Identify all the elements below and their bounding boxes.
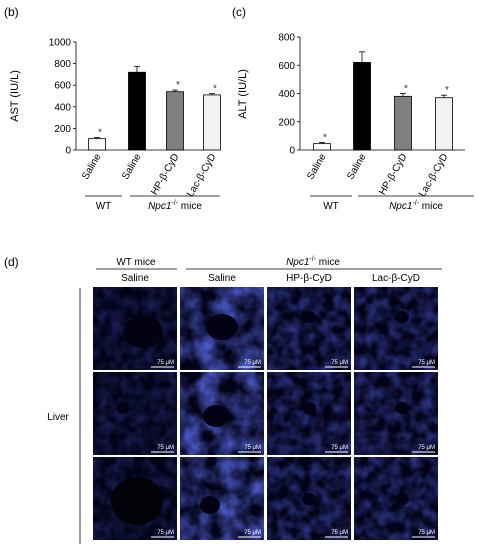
- y-tick-label: 400: [278, 89, 295, 100]
- column-label: Saline: [121, 273, 149, 284]
- y-tick-label: 600: [54, 81, 71, 92]
- micrograph-lumen: [123, 316, 163, 348]
- chart-alt: 0 200 400 600 800 ALT (IU/L) * Saline Saline * HP-…: [237, 33, 474, 212]
- group-label-npc1: Npc1-/- mice: [148, 200, 202, 212]
- micrograph-stain: [267, 287, 351, 370]
- micrograph-lumen: [302, 402, 316, 414]
- scale-bar-label: 75 μM: [418, 360, 435, 366]
- y-tick-label: 200: [278, 117, 295, 128]
- y-axis-label: AST (IU/L): [9, 70, 21, 122]
- scale-bar-label: 75 μM: [418, 445, 435, 451]
- category-label: Lac-β-CyD: [417, 152, 451, 199]
- scale-bar-label: 75 μM: [244, 445, 261, 451]
- category-label: Saline: [345, 152, 369, 182]
- micrograph-lumen: [203, 405, 229, 427]
- scale-bar-label: 75 μM: [331, 445, 348, 451]
- y-tick-label: 800: [54, 59, 71, 70]
- y-tick-label: 1000: [49, 38, 72, 49]
- micrograph-lumen: [395, 402, 409, 414]
- panel-label-d: (d): [4, 255, 19, 269]
- panel-label-b: (b): [4, 5, 19, 19]
- bar: [353, 62, 371, 151]
- chart-ast: 0 200 400 600 800 1000 AST (IU/L) * Saline Saline…: [9, 38, 221, 212]
- micrograph-lumen: [395, 311, 409, 323]
- scale-bar-label: 75 μM: [244, 360, 261, 366]
- micrograph-lumen: [111, 477, 163, 525]
- y-axis-label: ALT (IU/L): [237, 69, 249, 119]
- scale-bar-label: 75 μM: [157, 445, 174, 451]
- column-label: HP-β-CyD: [286, 273, 332, 284]
- y-tick-label: 200: [54, 124, 71, 135]
- bar: [128, 71, 146, 151]
- group-label-wt: WT: [96, 201, 112, 212]
- scale-bar-label: 75 μM: [157, 360, 174, 366]
- bar: [435, 97, 453, 151]
- bar: [166, 91, 184, 151]
- significance-mark: *: [98, 128, 102, 139]
- micrograph-lumen: [302, 311, 316, 323]
- group-npc1-mice: Npc1-/- mice: [286, 256, 340, 268]
- column-label: Saline: [208, 273, 236, 284]
- micrograph-stain: [354, 287, 438, 370]
- micrograph-lumen: [302, 493, 316, 505]
- bar: [88, 138, 106, 151]
- y-tick-label: 400: [54, 102, 71, 113]
- significance-mark: *: [176, 80, 180, 91]
- significance-mark: *: [213, 84, 217, 95]
- micrograph-lumen: [395, 493, 409, 505]
- micrograph-panel: WT mice Npc1-/- mice Liver Saline Saline H…: [47, 256, 442, 544]
- category-label: Lac-β-CyD: [185, 152, 219, 199]
- micrograph-stain: [93, 372, 177, 455]
- micrograph-lumen: [116, 402, 130, 414]
- category-label: Saline: [80, 152, 104, 182]
- y-tick-label: 600: [278, 61, 295, 72]
- micrograph-lumen: [206, 314, 238, 340]
- scale-bar-label: 75 μM: [331, 530, 348, 536]
- column-label: Lac-β-CyD: [372, 273, 420, 284]
- micrograph-lumen: [200, 496, 220, 514]
- category-label: Saline: [305, 152, 329, 182]
- significance-mark: *: [323, 133, 327, 144]
- row-label-liver: Liver: [47, 412, 69, 423]
- y-tick-label: 0: [65, 146, 71, 157]
- significance-mark: *: [404, 84, 408, 95]
- significance-mark: *: [445, 85, 449, 96]
- group-label-npc1: Npc1-/- mice: [389, 200, 443, 212]
- scale-bar-label: 75 μM: [331, 360, 348, 366]
- category-label: HP-β-CyD: [149, 152, 181, 197]
- micrograph-stain: [180, 457, 264, 540]
- bar: [203, 94, 221, 151]
- group-label-wt: WT: [323, 201, 339, 212]
- scale-bar-label: 75 μM: [244, 530, 261, 536]
- category-label: Saline: [120, 152, 144, 182]
- category-label: HP-β-CyD: [377, 152, 409, 197]
- group-wt-mice: WT mice: [116, 257, 156, 268]
- panel-label-c: (c): [232, 5, 246, 19]
- micrograph-stain: [354, 372, 438, 455]
- bar: [394, 95, 412, 151]
- scale-bar-label: 75 μM: [157, 530, 174, 536]
- y-tick-label: 800: [278, 33, 295, 44]
- bar: [313, 143, 331, 151]
- scale-bar-label: 75 μM: [418, 530, 435, 536]
- y-tick-label: 0: [289, 146, 295, 157]
